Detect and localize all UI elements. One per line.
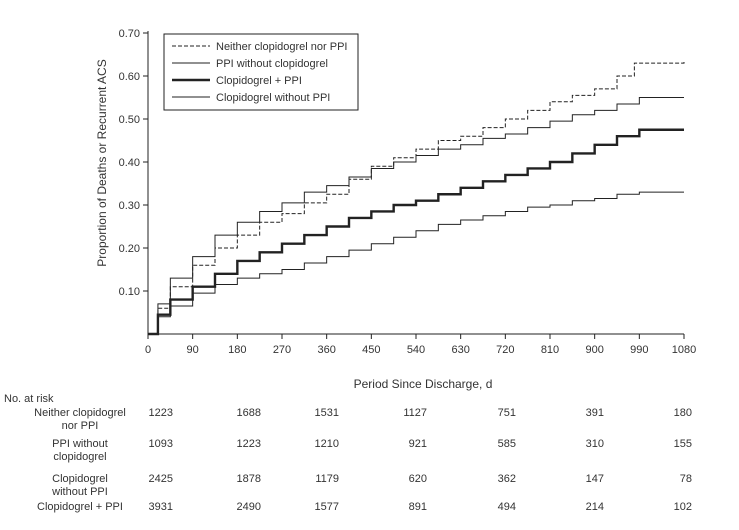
- risk-count: 78: [680, 473, 692, 485]
- risk-count: 102: [674, 501, 692, 513]
- x-tick-label: 90: [187, 344, 199, 356]
- x-tick-label: 1080: [672, 344, 696, 356]
- risk-count: 155: [674, 438, 692, 450]
- x-tick-label: 450: [362, 344, 380, 356]
- x-tick-label: 180: [228, 344, 246, 356]
- risk-row-label: PPI without: [52, 438, 108, 450]
- risk-count: 585: [498, 438, 516, 450]
- risk-row-label: nor PPI: [62, 420, 99, 432]
- risk-count: 2490: [237, 501, 261, 513]
- risk-count: 1179: [315, 473, 339, 485]
- risk-count: 891: [409, 501, 427, 513]
- risk-count: 494: [498, 501, 516, 513]
- x-tick-label: 900: [585, 344, 603, 356]
- risk-count: 1577: [315, 501, 339, 513]
- risk-count: 362: [498, 473, 516, 485]
- risk-row-label: Neither clopidogrel: [34, 407, 126, 419]
- risk-row-label: clopidogrel: [53, 451, 106, 463]
- legend-label: Clopidogrel + PPI: [216, 75, 302, 87]
- risk-count: 2425: [149, 473, 173, 485]
- risk-row-label: without PPI: [51, 486, 108, 498]
- x-tick-label: 0: [145, 344, 151, 356]
- y-tick-label: 0.60: [119, 71, 140, 83]
- risk-count: 147: [586, 473, 604, 485]
- x-axis-label: Period Since Discharge, d: [354, 377, 493, 391]
- risk-count: 214: [586, 501, 604, 513]
- risk-row-label: Clopidogrel + PPI: [37, 501, 123, 513]
- legend-label: Clopidogrel without PPI: [216, 92, 330, 104]
- risk-count: 1127: [403, 407, 427, 419]
- legend: Neither clopidogrel nor PPI PPI without c…: [163, 33, 359, 111]
- x-tick-label: 810: [541, 344, 559, 356]
- legend-label: Neither clopidogrel nor PPI: [216, 41, 347, 53]
- y-tick-label: 0.20: [119, 243, 140, 255]
- series-line: [148, 97, 684, 335]
- y-axis-label: Proportion of Deaths or Recurrent ACS: [95, 59, 109, 266]
- risk-count: 310: [586, 438, 604, 450]
- x-tick-label: 720: [496, 344, 514, 356]
- risk-count: 751: [498, 407, 516, 419]
- y-tick-label: 0.50: [119, 114, 140, 126]
- risk-count: 1223: [237, 438, 261, 450]
- series-line: [148, 191, 684, 335]
- legend-label: PPI without clopidogrel: [216, 58, 328, 70]
- risk-count: 1210: [315, 438, 339, 450]
- x-tick-label: 360: [317, 344, 335, 356]
- risk-count: 1093: [149, 438, 173, 450]
- risk-count: 1223: [149, 407, 173, 419]
- risk-table-header: No. at risk: [4, 393, 54, 405]
- series-line: [148, 128, 684, 336]
- y-tick-label: 0.40: [119, 157, 140, 169]
- x-tick-label: 270: [273, 344, 291, 356]
- y-tick-label: 0.30: [119, 200, 140, 212]
- risk-count: 3931: [149, 501, 173, 513]
- risk-count: 1878: [237, 473, 261, 485]
- risk-count: 921: [409, 438, 427, 450]
- y-tick-label: 0.10: [119, 286, 140, 298]
- risk-count: 391: [586, 407, 604, 419]
- y-tick-label: 0.70: [119, 28, 140, 40]
- plot-area: 0.10 0.20 0.30 0.40 0.50 0.60 0.70 0 90 180 270 360…: [119, 28, 697, 356]
- x-tick-label: 540: [407, 344, 425, 356]
- risk-count: 1688: [237, 407, 261, 419]
- risk-row-label: Clopidogrel: [52, 473, 108, 485]
- x-tick-label: 990: [630, 344, 648, 356]
- risk-count: 620: [409, 473, 427, 485]
- risk-count: 180: [674, 407, 692, 419]
- x-tick-label: 630: [451, 344, 469, 356]
- risk-count: 1531: [315, 407, 339, 419]
